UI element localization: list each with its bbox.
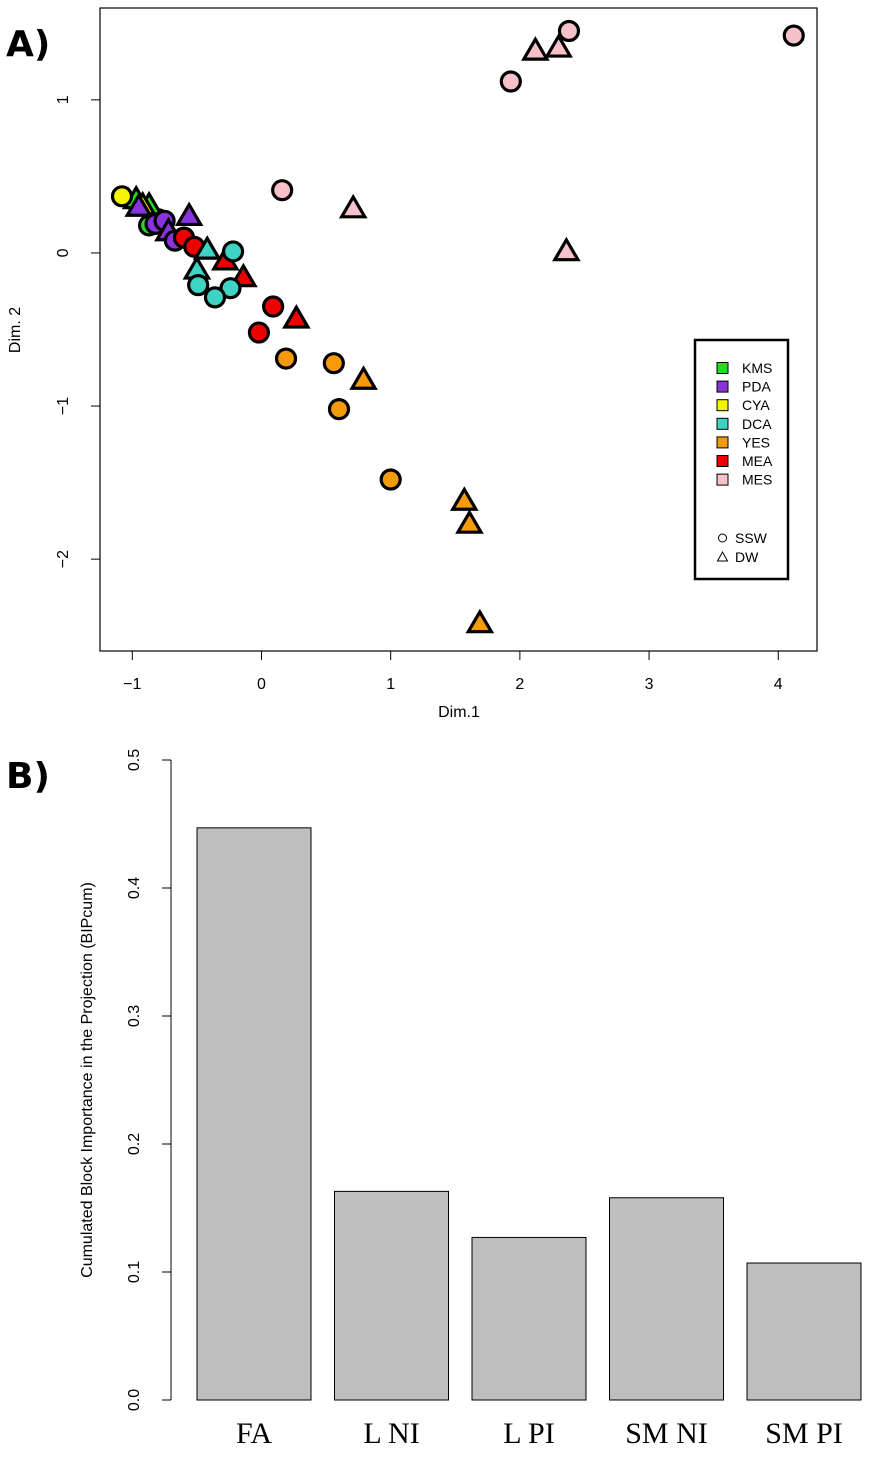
legend-box (693, 338, 790, 581)
x-axis-title: Dim.1 (438, 704, 480, 721)
panel-a-label: A) (6, 24, 50, 65)
point-yes-triangle (465, 608, 495, 634)
category-label: L NI (363, 1417, 419, 1450)
y-tick-label: 0.3 (126, 1005, 143, 1027)
legend-label-cya: CYA (742, 397, 770, 413)
x-tick-label: 0 (257, 676, 266, 693)
point-yes-triangle (449, 486, 479, 511)
category-label: SM PI (765, 1417, 843, 1450)
y-tick-label: 1 (55, 95, 72, 104)
point-dca-circle (203, 286, 227, 309)
point-mea-triangle (282, 304, 311, 329)
bar-l-pi (471, 1236, 587, 1401)
y-tick-label: −1 (55, 397, 72, 415)
point-dca-circle (187, 274, 210, 297)
legend-swatch-yes (716, 436, 729, 449)
scatter-points (110, 19, 805, 634)
y-tick-label: 0.0 (126, 1389, 143, 1411)
point-mes-circle (271, 179, 294, 202)
bar-sm-ni (609, 1197, 724, 1401)
point-mes-circle (782, 24, 805, 47)
bars (196, 827, 862, 1401)
legend: KMS PDA CYA DCA YES MEA MES SSW DW (693, 338, 790, 581)
category-label: SM NI (625, 1417, 708, 1450)
x-tick-label: 1 (386, 676, 395, 693)
legend-swatch-mes (716, 473, 729, 486)
category-label: FA (236, 1417, 272, 1450)
panel-b-label: B) (6, 756, 50, 797)
point-yes-triangle (349, 365, 378, 390)
x-tick-label: 4 (774, 676, 783, 693)
point-mes-circle (557, 19, 581, 43)
point-pda-triangle (174, 201, 204, 227)
legend-label-ssw: SSW (735, 530, 768, 546)
point-mes-triangle (552, 236, 581, 262)
x-tick-label: 2 (515, 676, 524, 693)
legend-label-mes: MES (742, 472, 772, 488)
category-label: L PI (503, 1417, 554, 1450)
legend-label-dw: DW (735, 549, 759, 565)
legend-swatch-dca (716, 417, 729, 430)
x-axis: −1 0 1 2 3 4 (123, 650, 783, 693)
panel-b-bar: B) 0.0 0.1 0.2 0.3 0.4 0.5 FA L NI L PI SM NI SM … (6, 749, 862, 1450)
point-pda-triangle (124, 192, 154, 217)
y-tick-label: 0 (55, 248, 72, 257)
category-labels: FA L NI L PI SM NI SM PI (236, 1417, 843, 1450)
panel-a-scatter: A) −1 0 1 2 3 4 −2 −1 0 1 Dim.1 Dim. 2 KMS PDA CYA… (6, 7, 818, 721)
x-tick-label: 3 (645, 676, 654, 693)
y-tick-label: 0.5 (126, 749, 143, 771)
point-yes-circle (327, 398, 351, 421)
legend-swatch-cya (716, 399, 729, 412)
y-axis-title: Cumulated Block Importance in the Projec… (79, 882, 96, 1278)
x-tick-label: −1 (123, 676, 141, 693)
point-yes-circle (322, 352, 345, 375)
point-mea-circle (247, 321, 271, 344)
legend-label-pda: PDA (742, 379, 771, 395)
point-yes-circle (274, 347, 298, 370)
y-axis-title: Dim. 2 (7, 307, 24, 353)
legend-circle-icon (718, 533, 727, 543)
legend-triangle-icon (716, 550, 729, 562)
bar-sm-pi (746, 1262, 862, 1401)
y-tick-label: 0.2 (126, 1133, 143, 1155)
legend-swatch-kms (716, 362, 729, 374)
y-axis: −2 −1 0 1 (55, 95, 101, 568)
legend-label-kms: KMS (742, 360, 772, 376)
y-tick-label: −2 (55, 550, 72, 568)
y-tick-label: 0.4 (126, 877, 143, 899)
point-mes-circle (499, 70, 522, 93)
y-tick-label: 0.1 (126, 1261, 143, 1283)
point-mes-triangle (338, 193, 368, 219)
point-mes-triangle (521, 36, 550, 61)
point-mes-triangle (544, 33, 573, 58)
legend-label-dca: DCA (742, 416, 772, 432)
point-yes-circle (379, 468, 402, 491)
legend-label-yes: YES (742, 434, 770, 450)
point-dca-circle (221, 240, 245, 263)
bar-fa (196, 827, 312, 1401)
point-cya-circle (110, 185, 134, 208)
legend-label-mea: MEA (742, 453, 773, 469)
point-dca-triangle (192, 235, 222, 260)
legend-swatch-mea (716, 455, 729, 467)
point-yes-triangle (455, 509, 484, 534)
point-mea-circle (262, 295, 285, 318)
y-axis: 0.0 0.1 0.2 0.3 0.4 0.5 (126, 749, 172, 1411)
bar-l-ni (334, 1190, 449, 1401)
legend-swatch-pda (716, 380, 729, 393)
